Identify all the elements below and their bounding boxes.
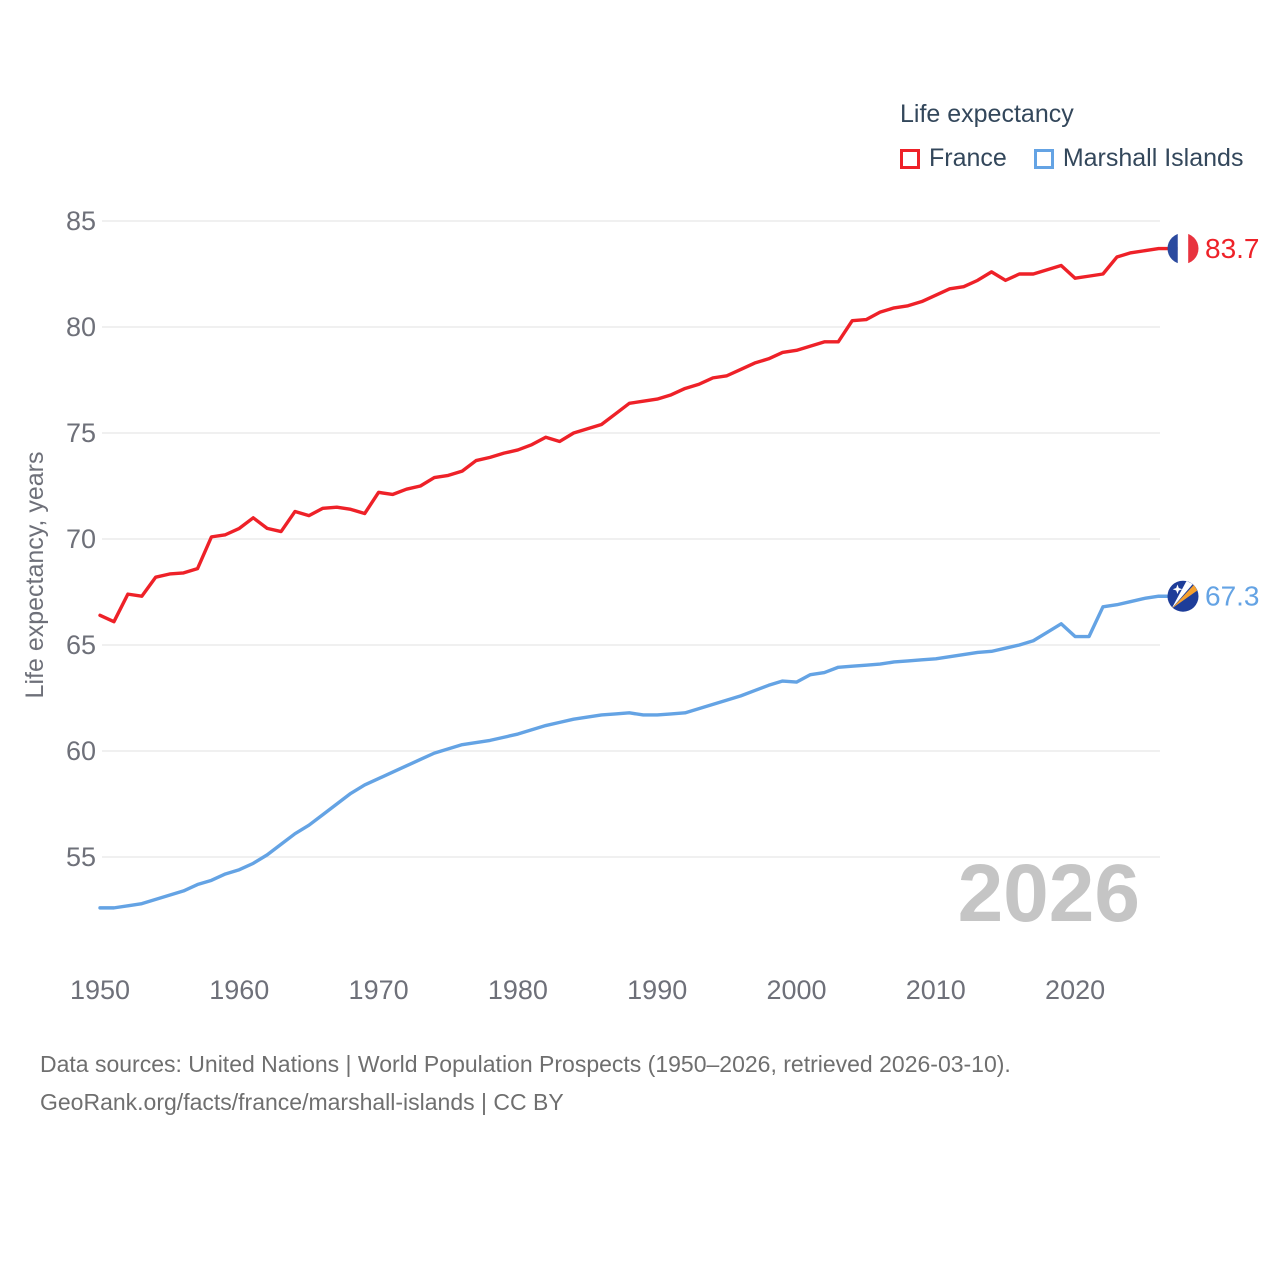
watermark-year: 2026 (958, 848, 1140, 939)
y-tick-label-85: 85 (66, 206, 96, 236)
x-tick-label-1950: 1950 (70, 975, 130, 1005)
legend: Life expectancy France Marshall Islands (900, 100, 1243, 173)
x-tick-label-2020: 2020 (1045, 975, 1105, 1005)
data-sources-text: Data sources: United Nations | World Pop… (40, 1051, 1011, 1077)
x-tick-label-2000: 2000 (766, 975, 826, 1005)
marshall-islands-flag-icon (1167, 580, 1199, 612)
x-tick-label-2010: 2010 (906, 975, 966, 1005)
france-series-swatch (900, 148, 920, 169)
legend-label-marshall-islands: Marshall Islands (1062, 144, 1244, 172)
y-tick-label-60: 60 (66, 736, 96, 766)
series-line-marshall-islands (98, 594, 1185, 910)
marshall-islands-series-swatch (1033, 148, 1054, 169)
y-tick-label-70: 70 (66, 524, 96, 554)
attribution-text: GeoRank.org/facts/france/marshall-island… (40, 1089, 564, 1115)
x-tick-label-1960: 1960 (209, 975, 269, 1005)
y-tick-label-55: 55 (66, 842, 96, 872)
legend-item-france: France (900, 144, 1007, 173)
end-value-label-marshall-islands: 67.3 (1205, 581, 1260, 612)
legend-items: France Marshall Islands (900, 144, 1243, 173)
legend-label-france: France (929, 144, 1007, 172)
end-value-label-france: 83.7 (1205, 233, 1260, 264)
y-tick-label-65: 65 (66, 630, 96, 660)
legend-item-marshall-islands: Marshall Islands (1033, 144, 1244, 173)
footer: Data sources: United Nations | World Pop… (40, 1045, 1011, 1121)
x-tick-label-1980: 1980 (488, 975, 548, 1005)
x-tick-label-1970: 1970 (349, 975, 409, 1005)
y-tick-label-80: 80 (66, 312, 96, 342)
y-tick-label-75: 75 (66, 418, 96, 448)
series-line-france (98, 246, 1185, 624)
y-axis-title: Life expectancy, years (21, 452, 49, 699)
legend-title: Life expectancy (900, 100, 1074, 128)
france-flag-icon (1167, 233, 1199, 265)
x-tick-label-1990: 1990 (627, 975, 687, 1005)
